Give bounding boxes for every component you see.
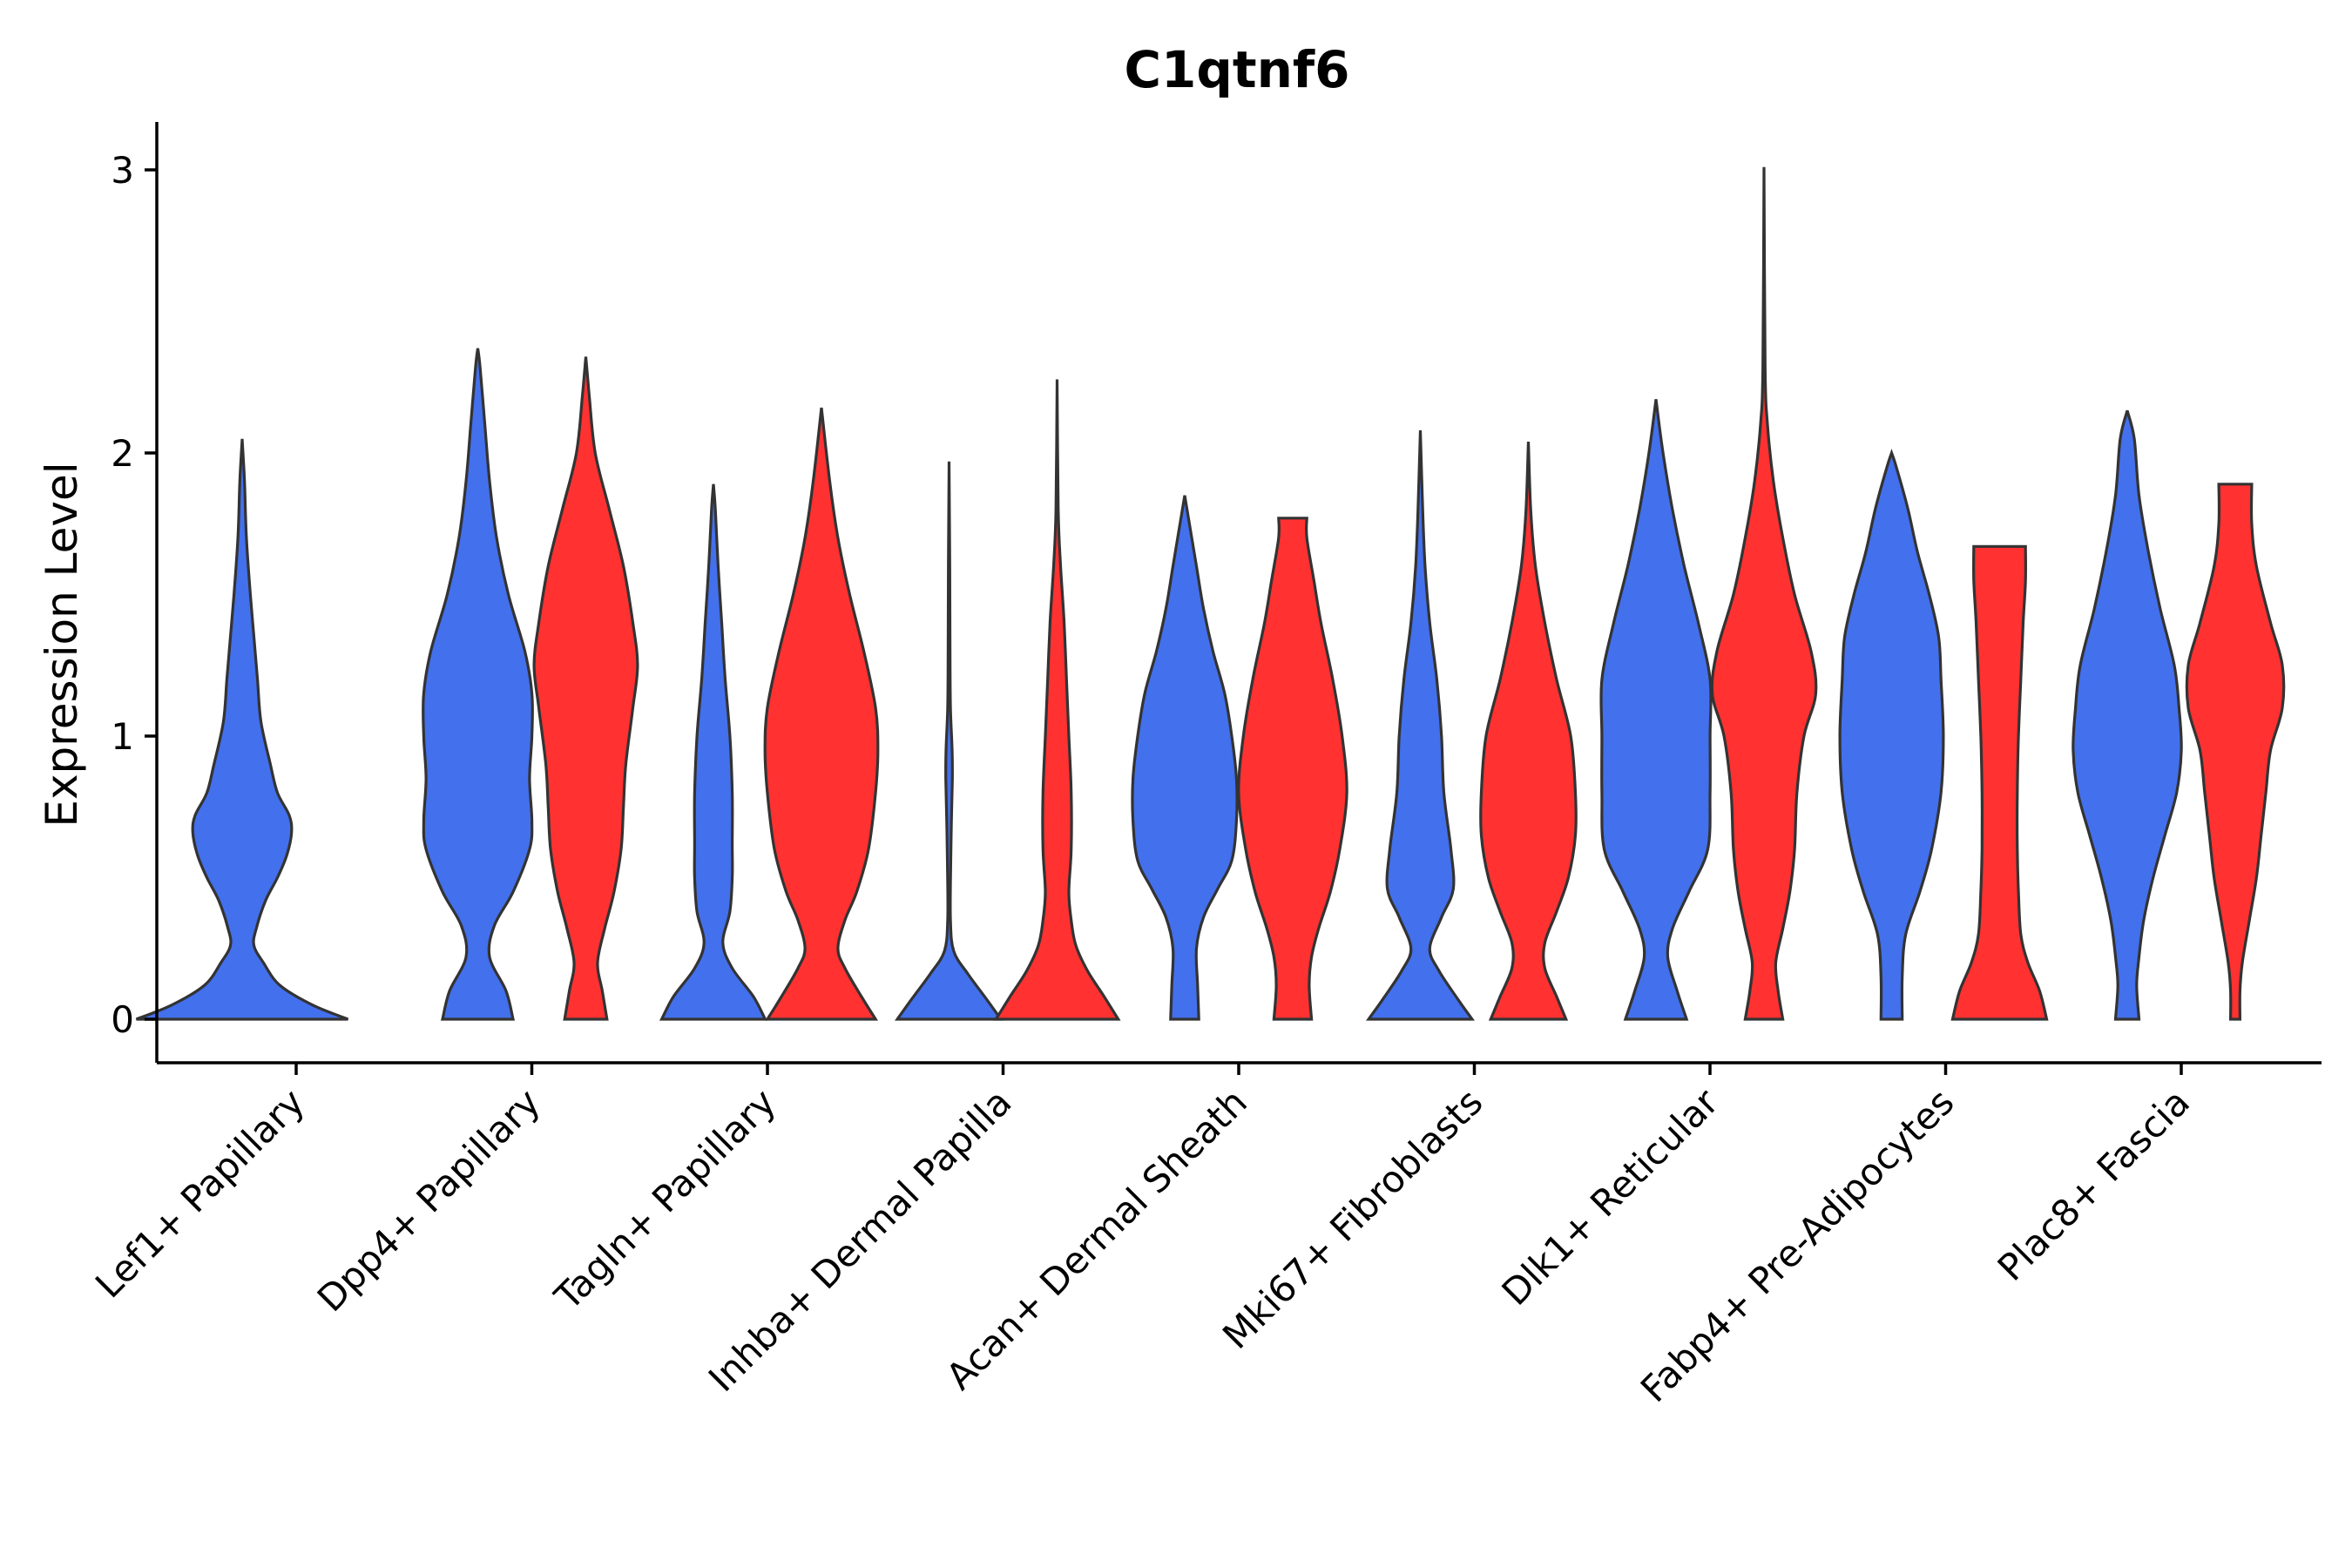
chart-title: C1qtnf6 <box>1124 40 1349 99</box>
y-tick-label: 1 <box>111 715 134 758</box>
violin-group-2 <box>1237 517 1348 1021</box>
violin-group-1 <box>422 348 534 1021</box>
violin-group-2 <box>1710 166 1818 1021</box>
violin-group-1 <box>1599 399 1713 1021</box>
x-tick-label: Dlk1+ Reticular <box>1494 1080 1727 1314</box>
violin-group-1 <box>1131 495 1239 1021</box>
violin-group-1 <box>135 438 349 1021</box>
y-tick-label: 3 <box>111 149 134 192</box>
x-tick-label: Dpp4+ Papillary <box>309 1080 549 1320</box>
y-axis-label: Expression Level <box>37 462 87 827</box>
violin-group-2 <box>763 407 880 1021</box>
violin-group-1 <box>895 461 1004 1021</box>
x-tick-label: Mki67+ Fibroblasts <box>1214 1080 1490 1356</box>
x-tick-label: Tagln+ Papillary <box>546 1080 784 1318</box>
violins-layer <box>135 166 2286 1021</box>
violin-group-1 <box>1838 448 1945 1021</box>
x-tick-label: Plac8+ Fascia <box>1990 1080 2198 1288</box>
violin-group-1 <box>1366 429 1475 1021</box>
violin-group-2 <box>993 379 1121 1021</box>
violin-group-1 <box>659 483 768 1021</box>
violin-group-2 <box>532 356 639 1021</box>
y-tick-label: 2 <box>111 432 134 475</box>
violin-group-1 <box>2072 409 2183 1021</box>
violin-group-2 <box>2185 483 2286 1021</box>
violin-group-2 <box>1950 544 2049 1021</box>
violin-group-2 <box>1479 441 1578 1021</box>
x-tick-label: Lef1+ Papillary <box>87 1080 313 1306</box>
y-tick-label: 0 <box>111 998 134 1041</box>
